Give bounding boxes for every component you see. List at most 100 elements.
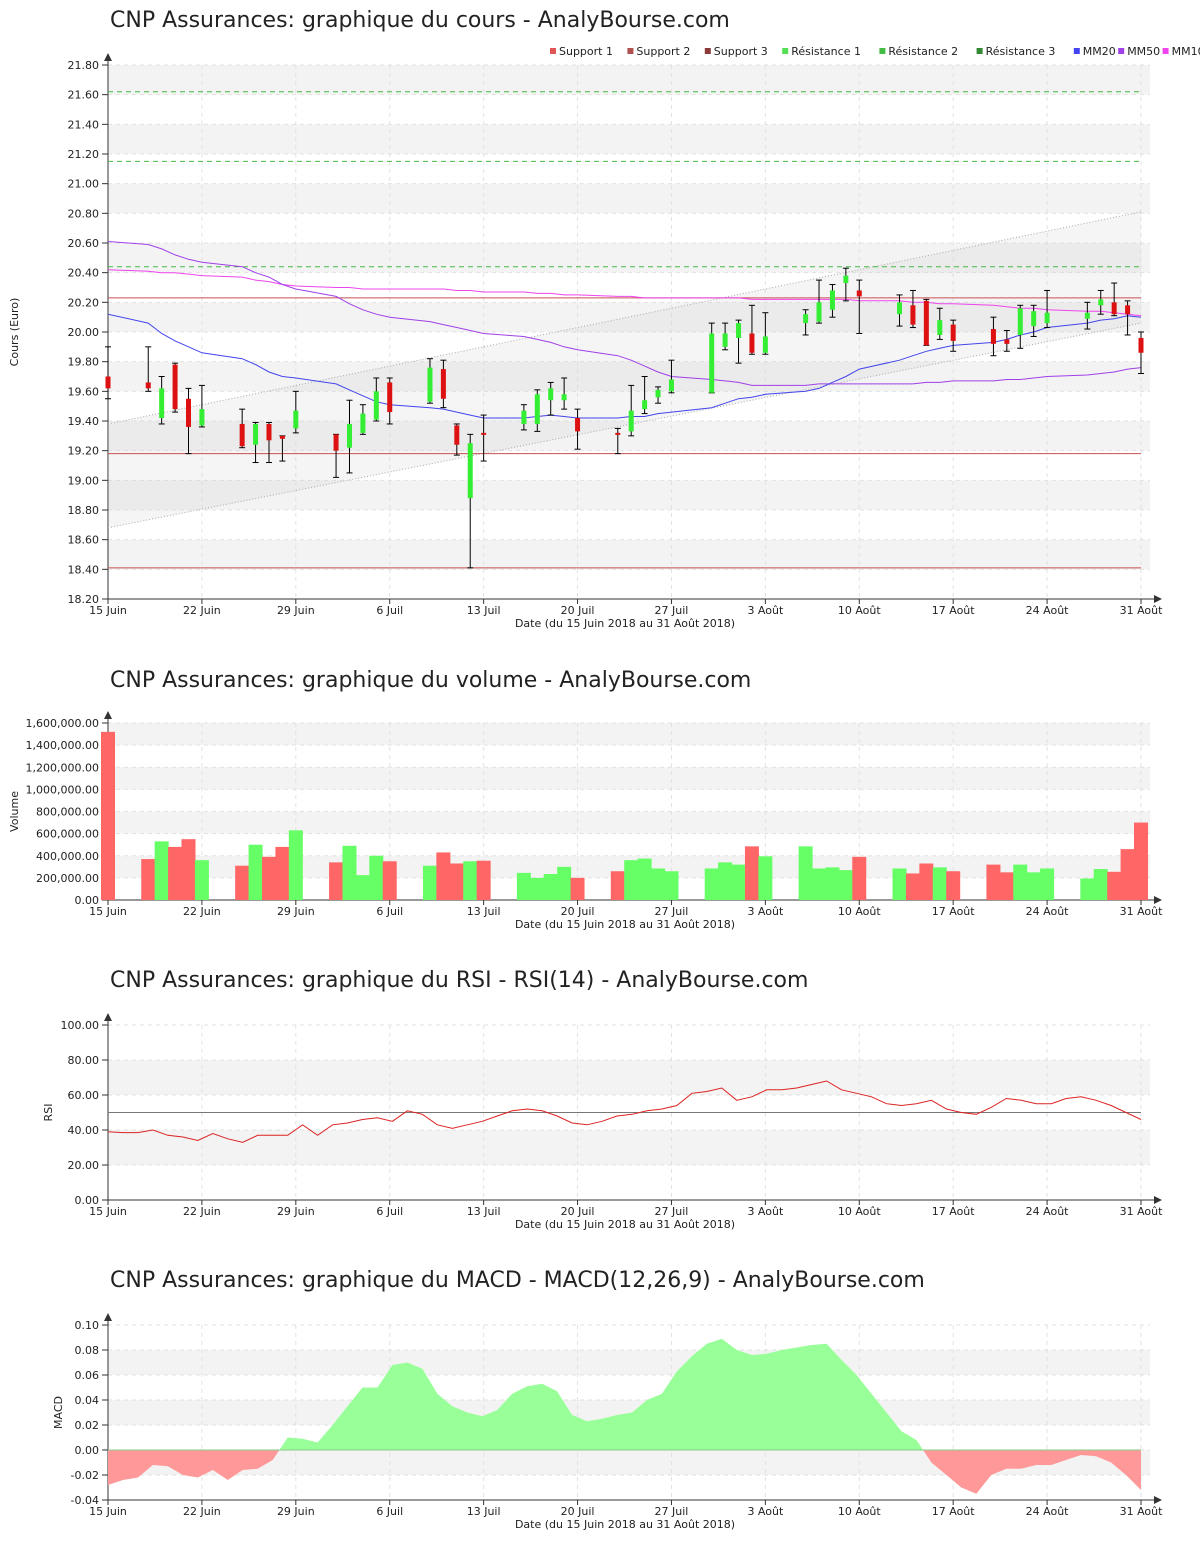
y-tick-label: 1,600,000.00 [26, 717, 99, 730]
volume-bar [999, 872, 1014, 900]
grid-band [108, 811, 1150, 834]
y-tick-label: 20.20 [68, 296, 100, 309]
volume-bar [758, 856, 773, 900]
candle-body [548, 388, 554, 401]
y-tick-label: 20.80 [68, 207, 100, 220]
volume-bar [1134, 822, 1148, 900]
volume-bar [637, 858, 652, 900]
legend-label: Support 3 [714, 45, 768, 58]
y-tick-label: 21.00 [68, 178, 100, 191]
mm50-line [107, 241, 1142, 386]
legend-label: Support 2 [636, 45, 690, 58]
volume-bar [476, 860, 491, 900]
candle-body [762, 336, 768, 353]
volume-bar [382, 861, 397, 900]
candle-body [293, 410, 299, 429]
x-tick-label: 29 Juin [277, 604, 315, 617]
x-tick-label: 27 Juil [655, 1505, 689, 1518]
volume-bar [168, 846, 183, 900]
candle-body [923, 300, 929, 346]
candle-body [1084, 312, 1090, 319]
candle-body [199, 409, 205, 426]
x-tick-label: 22 Juin [183, 1505, 221, 1518]
macd-positive-area [108, 1338, 1141, 1450]
legend-swatch [1118, 48, 1125, 54]
grid-band [108, 1350, 1150, 1375]
x-axis-label: Date (du 15 Juin 2018 au 31 Août 2018) [515, 1518, 735, 1531]
y-tick-label: 100.00 [61, 1019, 100, 1032]
x-tick-label: 22 Juin [183, 604, 221, 617]
y-tick-label: 21.20 [68, 148, 100, 161]
legend-swatch [550, 48, 556, 54]
y-tick-label: 0.02 [75, 1419, 100, 1432]
x-tick-label: 22 Juin [183, 1205, 221, 1218]
candle-body [185, 398, 191, 427]
candle-body [722, 333, 728, 347]
candle-body [427, 367, 433, 402]
volume-bar [825, 867, 840, 900]
candle-body [561, 394, 567, 401]
candle-body [534, 394, 540, 424]
candle-body [615, 432, 621, 435]
y-tick-label: 80.00 [68, 1054, 100, 1067]
grid-band [108, 767, 1150, 790]
y-axis-arrow [104, 1313, 112, 1321]
candle-body [467, 443, 473, 499]
candle-body [843, 275, 849, 284]
grid-band [108, 723, 1150, 746]
candle-body [1125, 305, 1131, 315]
rsi-chart-title: CNP Assurances: graphique du RSI - RSI(1… [110, 968, 809, 993]
x-tick-label: 31 Août [1120, 604, 1164, 617]
candle-body [521, 410, 527, 424]
x-tick-label: 27 Juil [655, 604, 689, 617]
legend-label: MM50 [1127, 45, 1160, 58]
candle-body [253, 423, 259, 445]
x-axis-label: Date (du 15 Juin 2018 au 31 Août 2018) [515, 1218, 735, 1231]
candle-body [360, 413, 366, 433]
x-tick-label: 17 Août [932, 905, 976, 918]
candle-body [897, 302, 903, 315]
x-tick-label: 27 Juil [655, 1205, 689, 1218]
y-tick-label: 20.00 [68, 326, 100, 339]
x-axis-label: Date (du 15 Juin 2018 au 31 Août 2018) [515, 617, 735, 630]
x-tick-label: 3 Août [747, 1205, 784, 1218]
volume-bar [624, 860, 639, 900]
candle-body [266, 423, 272, 441]
volume-bar [892, 868, 907, 900]
x-tick-label: 13 Juil [467, 905, 501, 918]
y-tick-label: 1,200,000.00 [26, 761, 99, 774]
grid-band [108, 1130, 1150, 1165]
legend-label: Résistance 3 [986, 45, 1056, 58]
grid-band [108, 539, 1150, 570]
volume-bar [1120, 849, 1135, 900]
macd-chart: -0.04 -0.02 0.00 0.02 0.04 0.06 0.08 0.10 15 Jui… [52, 1313, 1163, 1531]
x-tick-label: 6 Juil [376, 604, 403, 617]
x-tick-label: 13 Juil [467, 1205, 501, 1218]
y-tick-label: 19.80 [68, 356, 100, 369]
x-axis-label: Date (du 15 Juin 2018 au 31 Août 2018) [515, 918, 735, 931]
y-tick-label: 600,000.00 [36, 828, 99, 841]
candle-body [239, 423, 245, 447]
y-axis-label: RSI [42, 1104, 55, 1122]
volume-bar [905, 873, 920, 900]
legend-label: Support 1 [559, 45, 613, 58]
y-tick-label: 0.00 [75, 894, 100, 907]
y-tick-label: 18.20 [68, 593, 100, 606]
y-tick-label: -0.02 [71, 1469, 99, 1482]
candle-body [145, 382, 151, 389]
candle-body [1044, 312, 1050, 324]
volume-bar [154, 841, 169, 900]
candle-body [990, 329, 996, 344]
grid-band [108, 124, 1150, 154]
candle-body [481, 432, 487, 435]
volume-bar [570, 877, 585, 900]
volume-bar [463, 861, 478, 900]
y-tick-label: 21.40 [68, 118, 100, 131]
volume-bar [1026, 872, 1041, 900]
x-tick-label: 15 Juin [89, 905, 127, 918]
volume-bar [718, 862, 733, 900]
candle-body [159, 388, 165, 419]
x-tick-label: 24 Août [1026, 905, 1070, 918]
volume-bar [288, 830, 303, 900]
y-tick-label: 0.08 [75, 1344, 100, 1357]
